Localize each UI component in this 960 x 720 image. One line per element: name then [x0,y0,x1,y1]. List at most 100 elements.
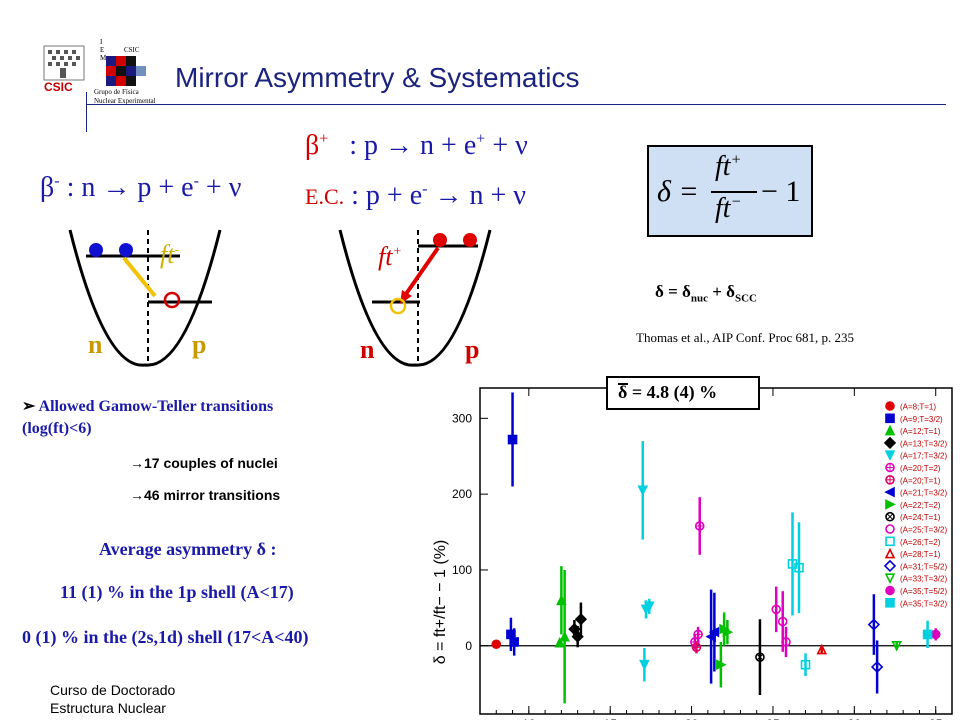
footer-line1: Curso de Doctorado [50,682,176,698]
reference-citation: Thomas et al., AIP Conf. Proc 681, p. 23… [636,330,854,345]
bullet-arrow-icon: ➢ [22,398,36,415]
data-point [637,485,649,497]
sub-bullet-transitions-text: 46 mirror transitions [144,487,281,503]
data-point [922,629,933,640]
beta-minus-sup: - [54,172,60,190]
data-point [509,637,519,647]
data-point [930,629,941,640]
iem-letter-m: M [100,54,107,62]
beta-minus-electron-sup: - [193,172,199,190]
iem-letter-i: I [100,38,103,46]
legend-label: (A=20;T=2) [900,464,941,473]
neutron-dot-left-1 [89,243,103,257]
legend-label: (A=12;T=1) [900,427,941,436]
asymmetry-heading: Average asymmetry δ : [99,539,277,559]
hole-left [163,291,181,309]
beta-minus-equation: : n → p + e [66,172,194,203]
beta-plus-positron-sup: + [476,130,486,148]
group-logo-csic: CSIC [124,46,140,54]
sub-bullet-arrow-icon-1: → [130,455,144,471]
y-axis-label: δ = ft+/ft− − 1 (%) [432,540,449,665]
data-point [885,401,895,411]
formula-numerator: ft+ [715,151,741,183]
legend-label: (A=9;T=3/2) [900,415,943,424]
n-label-left: n [88,330,103,359]
data-point [885,585,895,596]
data-point [885,524,895,534]
data-point [639,659,650,671]
neutron-dot-left-2 [119,243,133,257]
group-logo: I E M CSIC Grupo de Física Nuclear Exper… [94,38,174,106]
header-divider-vertical [86,92,87,132]
data-point [708,626,720,638]
x-tick-label: 20 [685,717,699,720]
data-point [716,659,727,671]
data-point [800,659,811,670]
p-label-right: p [465,335,480,364]
fraction-bar [711,191,757,193]
potential-well-right [338,229,492,367]
bullet-main-line2: (log(ft)<6) [22,420,92,437]
data-point [777,616,788,627]
data-point [559,630,570,642]
plot-annotation: δ = 4.8 (4) % [618,382,718,402]
y-tick-label: 300 [452,411,472,425]
delta-sum-sub-nuc: nuc [690,292,708,305]
beta-plus-sup: + [319,130,329,148]
legend-label: (A=28;T=1) [900,550,941,559]
data-point [884,486,895,498]
legend-label: (A=22;T=2) [900,501,941,510]
y-tick-label: 0 [465,639,472,653]
data-point [507,434,518,445]
legend-label: (A=35;T=3/2) [900,599,947,608]
sub-bullet-couples-text: 17 couples of nuclei [144,455,278,471]
data-point [885,536,895,547]
beta-plus-diagram [338,229,492,367]
sub-bullet-arrow-icon-2: → [130,487,144,503]
data-point [771,604,782,615]
data-point [870,660,884,674]
ec-equation: : p + e [351,180,423,211]
data-point [571,630,584,643]
legend-label: (A=31;T=5/2) [900,562,947,571]
data-point [722,626,734,638]
legend-label: (A=13;T=3/2) [900,439,947,448]
data-point [885,511,895,522]
data-point-cross [756,653,764,661]
legend-label: (A=24;T=1) [900,513,941,522]
asymmetry-plot: 10 15 20 25 30 35 0 100 200 300 (A=8;T=1) (A=9;T=3… [432,387,953,720]
legend-label: (A=17;T=3/2) [900,452,947,461]
proton-dot-right-2 [463,233,477,247]
data-point [884,573,896,584]
transition-arrow-left [122,256,157,298]
x-tick-label: 10 [522,717,536,720]
beta-plus-symbol: β [305,130,320,161]
y-tick-label: 200 [452,487,472,501]
asymmetry-1p-shell: 11 (1) % in the 1p shell (A<17) [60,582,294,602]
ft-plus-text: ft [378,242,393,271]
header-divider-horizontal [86,104,946,105]
ft-minus-sup: - [174,242,180,258]
beta-plus-tail: + ν [485,130,528,161]
x-tick-label: 15 [604,717,618,720]
delta-formula-box: δ = ft+ ft− − 1 [647,145,813,237]
denominator-sup: − [730,193,742,211]
data-point [556,594,567,606]
beta-minus-diagram [68,229,222,367]
bullet-main-line1: Allowed Gamow-Teller transitions [38,398,274,415]
data-point [884,547,896,559]
numerator-ft: ft [715,151,731,182]
ec-electron-sup: - [422,180,428,198]
data-point [816,643,828,655]
bullet-main: ➢ Allowed Gamow-Teller transitions [22,396,273,416]
data-point [643,601,655,613]
beta-minus-tail: + ν [198,172,242,203]
blocks-icon [106,56,146,86]
footer-line2: Estructura Nuclear [50,700,166,716]
data-point [883,559,897,573]
x-tick-label: 25 [766,717,780,720]
legend-label: (A=21;T=3/2) [900,489,947,498]
data-point [867,618,881,631]
group-name-line1: Grupo de Física [94,88,139,96]
ec-tail: → n + ν [427,180,526,211]
